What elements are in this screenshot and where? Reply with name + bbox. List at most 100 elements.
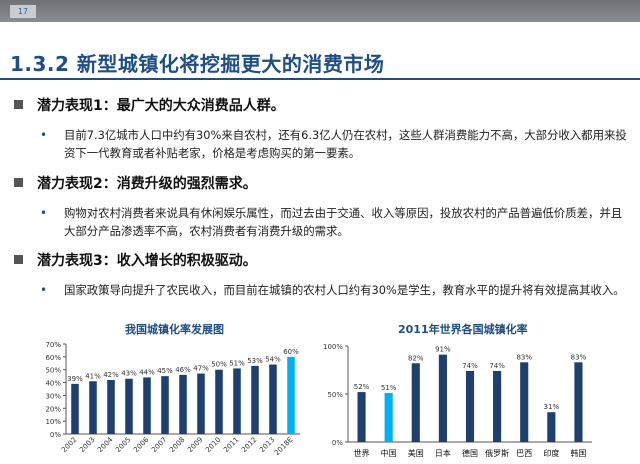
bar [125,378,133,434]
bar [215,369,223,434]
data-label: 52% [354,383,370,391]
bullet-dot-icon: • [40,128,48,142]
bar [269,364,277,434]
section-bullet-2: • 购物对农村消费者来说具有休闲娱乐属性，而过去由于交通、收入等原因，投放农村的… [40,204,632,240]
title-divider [0,78,640,80]
data-label: 74% [462,362,478,370]
bullet-dot-icon: • [40,206,48,220]
data-label: 43% [121,370,137,378]
data-label: 83% [516,353,532,361]
x-tick-label: 2005 [114,436,132,454]
x-tick-label: 2003 [78,436,96,454]
data-label: 74% [489,362,505,370]
x-tick-label: 巴西 [516,449,532,458]
section-bullet-text: 购物对农村消费者来说具有休闲娱乐属性，而过去由于交通、收入等原因，投放农村的产品… [64,206,623,238]
x-tick-label: 2012 [240,436,258,454]
x-tick-label: 德国 [462,448,478,458]
chart-title-china: 我国城镇化率发展图 [125,323,224,336]
data-label: 53% [247,357,263,365]
bar [71,383,79,434]
data-label: 31% [544,403,560,411]
section-bullet-text: 国家政策导向提升了农民收入，而目前在城镇的农村人口约有30%是学生，教育水平的提… [64,283,625,297]
section-heading-text: 潜力表现1：最广大的大众消费品人群。 [37,98,285,114]
section-heading-3: 潜力表现3：收入增长的积极驱动。 [14,250,257,270]
x-tick-label: 2010 [204,436,222,454]
bar [574,362,583,442]
data-label: 91% [435,346,451,354]
y-tick-label: 40% [45,380,61,388]
data-label: 54% [265,356,281,364]
data-label: 50% [211,361,227,369]
data-label: 82% [408,354,424,362]
data-label: 41% [85,372,101,380]
y-tick-label: 30% [45,392,61,400]
y-tick-label: 70% [45,341,61,349]
bar [143,377,151,434]
section-heading-2: 潜力表现2：消费升级的强烈需求。 [14,173,257,193]
data-label: 47% [193,365,209,373]
bar [384,393,393,442]
x-tick-label: 日本 [435,448,451,458]
y-tick-label: 50% [327,391,343,399]
y-tick-label: 0% [332,439,343,447]
x-tick-label: 俄罗斯 [485,448,509,458]
world-urbanization-chart: 0% 50% 100% 52% 世界 51% 中国 82% 美国 91% 日本 74% 德国 74% 俄罗斯… [323,343,592,458]
slide-number: 17 [10,5,36,18]
bar [179,374,187,434]
section-heading-text: 潜力表现2：消费升级的强烈需求。 [37,176,257,192]
data-label: 51% [229,359,245,367]
data-label: 60% [283,348,299,356]
square-bullet-icon [14,255,23,264]
section-heading-1: 潜力表现1：最广大的大众消费品人群。 [14,95,285,115]
x-tick-label: 2006 [132,435,151,454]
x-tick-label: 2011 [222,436,240,454]
bar [89,381,97,434]
x-tick-label: 2007 [150,436,168,454]
data-label: 46% [175,366,191,374]
bar [465,370,475,442]
data-label: 51% [381,384,397,392]
y-tick-label: 0% [50,431,61,439]
section-heading-text: 潜力表现3：收入增长的积极驱动。 [37,253,257,269]
x-tick-label: 中国 [381,448,397,458]
x-tick-label: 美国 [408,448,424,458]
square-bullet-icon [14,178,23,187]
top-bar: 17 [0,0,640,22]
bar [251,365,259,434]
data-label: 83% [571,353,587,361]
chart-title-world: 2011年世界各国城镇化率 [398,323,528,336]
bar [357,392,366,442]
bar [438,354,447,442]
x-tick-label: 2018E [273,436,294,457]
y-tick-label: 60% [45,354,61,362]
section-bullet-text: 目前7.3亿城市人口中约有30%来自农村，还有6.3亿人仍在农村，这些人群消费能… [64,128,627,160]
data-label: 42% [103,371,119,379]
square-bullet-icon [14,100,23,109]
x-tick-label: 2009 [186,436,204,454]
x-tick-label: 韩国 [570,448,586,458]
data-label: 39% [67,375,83,383]
data-label: 44% [139,368,155,376]
bar [547,412,556,442]
bar [197,373,205,434]
china-urbanization-chart: 0% 10% 20% 30% 40% 50% 60% 70% 39% 2002 41% 2003 42%… [45,341,300,457]
y-tick-label: 10% [45,418,61,426]
y-tick-label: 50% [45,367,61,375]
x-tick-label: 2008 [168,436,186,454]
bar [493,370,502,442]
section-bullet-1: • 目前7.3亿城市人口中约有30%来自农村，还有6.3亿人仍在农村，这些人群消… [40,126,632,162]
x-tick-label: 2002 [60,436,78,454]
bar [411,363,420,442]
bar [520,362,529,442]
x-tick-label: 世界 [354,448,370,458]
y-tick-label: 20% [45,405,61,413]
section-bullet-3: • 国家政策导向提升了农民收入，而目前在城镇的农村人口约有30%是学生，教育水平… [40,281,632,299]
data-label: 45% [157,367,173,375]
x-tick-label: 2004 [96,435,115,454]
page-title: 1.3.2 新型城镇化将挖掘更大的消费市场 [10,52,385,76]
bar [161,376,169,434]
bar [233,368,241,434]
x-tick-label: 印度 [543,448,559,458]
bar [107,380,115,434]
bar [287,356,295,434]
